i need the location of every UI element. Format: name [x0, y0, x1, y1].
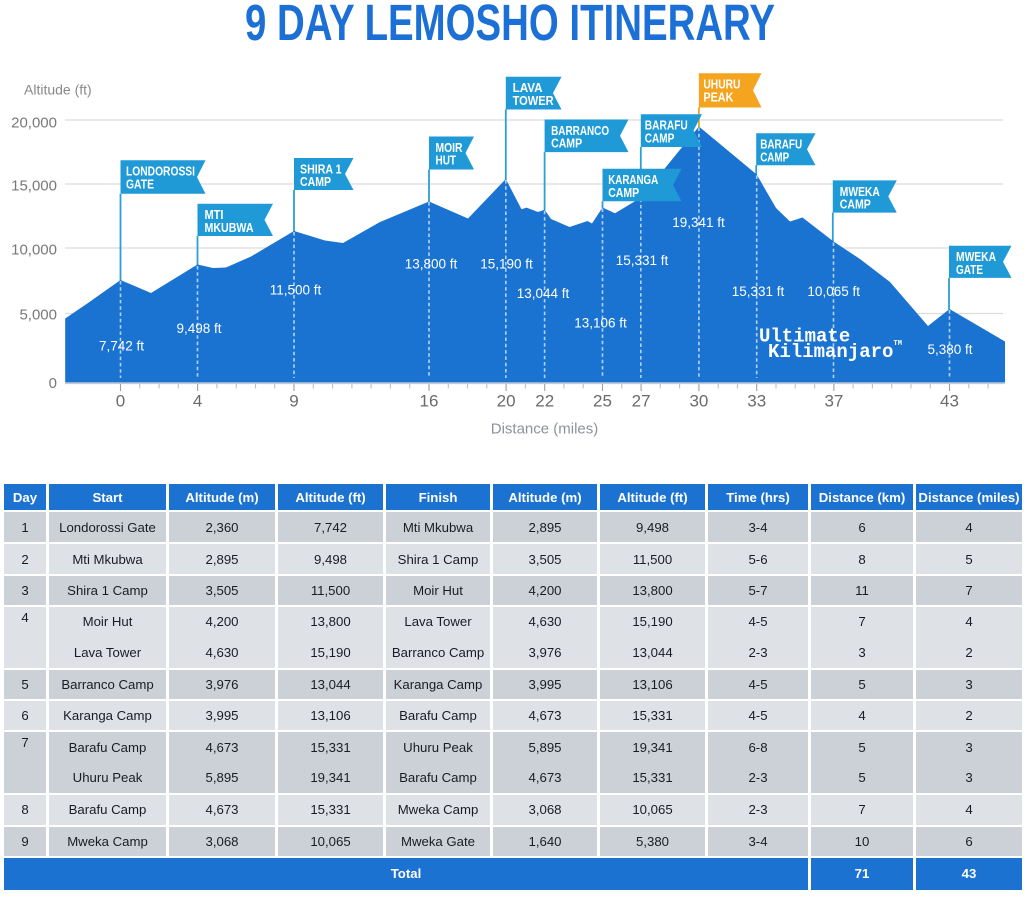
svg-text:BARRANCO: BARRANCO [551, 123, 609, 138]
svg-text:27: 27 [632, 392, 651, 411]
svg-text:9,498 ft: 9,498 ft [176, 321, 221, 336]
svg-text:HUT: HUT [436, 153, 457, 168]
svg-text:MTI: MTI [205, 207, 224, 222]
svg-text:5,000: 5,000 [19, 307, 57, 324]
svg-text:CAMP: CAMP [645, 130, 675, 145]
svg-text:KARANGA: KARANGA [608, 172, 658, 187]
svg-text:CAMP: CAMP [608, 185, 639, 200]
svg-text:22: 22 [535, 392, 554, 411]
svg-text:13,106 ft: 13,106 ft [574, 316, 627, 331]
svg-text:CAMP: CAMP [840, 197, 871, 212]
svg-text:BARAFU: BARAFU [760, 137, 802, 152]
svg-text:Ultimate: Ultimate [759, 326, 850, 348]
svg-text:37: 37 [824, 392, 843, 411]
svg-text:15,190 ft: 15,190 ft [480, 257, 533, 272]
svg-text:4: 4 [193, 392, 202, 411]
svg-text:CAMP: CAMP [551, 136, 582, 151]
svg-text:13,800 ft: 13,800 ft [405, 257, 458, 272]
svg-text:10,000: 10,000 [11, 242, 57, 259]
svg-text:TM: TM [894, 340, 902, 348]
svg-text:16: 16 [420, 392, 439, 411]
svg-text:10,065 ft: 10,065 ft [807, 284, 860, 299]
svg-text:CAMP: CAMP [300, 174, 331, 189]
svg-text:25: 25 [593, 392, 612, 411]
svg-text:15,000: 15,000 [11, 178, 57, 195]
svg-text:33: 33 [747, 392, 766, 411]
svg-text:MWEKA: MWEKA [840, 184, 880, 199]
svg-text:SHIRA 1: SHIRA 1 [300, 161, 342, 176]
svg-text:CAMP: CAMP [760, 149, 789, 164]
svg-text:MOIR: MOIR [436, 140, 463, 155]
svg-text:Kilimanjaro: Kilimanjaro [768, 341, 893, 363]
svg-text:0: 0 [49, 375, 57, 392]
svg-text:LAVA: LAVA [513, 80, 543, 95]
svg-text:Distance (miles): Distance (miles) [491, 421, 599, 438]
svg-text:LONDOROSSI: LONDOROSSI [126, 164, 195, 179]
svg-text:15,331 ft: 15,331 ft [732, 284, 785, 299]
svg-text:BARAFU: BARAFU [645, 118, 688, 133]
svg-text:20: 20 [497, 392, 516, 411]
svg-text:43: 43 [940, 392, 959, 411]
svg-text:0: 0 [116, 392, 125, 411]
svg-text:9 DAY LEMOSHO ITINERARY: 9 DAY LEMOSHO ITINERARY [245, 0, 775, 51]
svg-text:19,341 ft: 19,341 ft [672, 215, 725, 230]
svg-text:30: 30 [689, 392, 708, 411]
svg-text:15,331 ft: 15,331 ft [616, 253, 669, 268]
svg-text:13,044 ft: 13,044 ft [517, 286, 570, 301]
svg-text:5,380 ft: 5,380 ft [927, 342, 972, 357]
svg-text:11,500 ft: 11,500 ft [270, 283, 322, 298]
svg-text:UHURU: UHURU [703, 77, 740, 92]
svg-text:PEAK: PEAK [703, 89, 733, 104]
svg-text:7,742 ft: 7,742 ft [99, 339, 144, 354]
svg-text:9: 9 [289, 392, 298, 411]
svg-text:GATE: GATE [126, 177, 154, 192]
svg-text:MWEKA: MWEKA [956, 249, 996, 264]
svg-text:Altitude (ft): Altitude (ft) [24, 82, 92, 98]
svg-text:MKUBWA: MKUBWA [205, 220, 254, 235]
svg-text:GATE: GATE [956, 262, 983, 277]
svg-text:20,000: 20,000 [11, 115, 57, 132]
svg-text:TOWER: TOWER [513, 93, 554, 108]
